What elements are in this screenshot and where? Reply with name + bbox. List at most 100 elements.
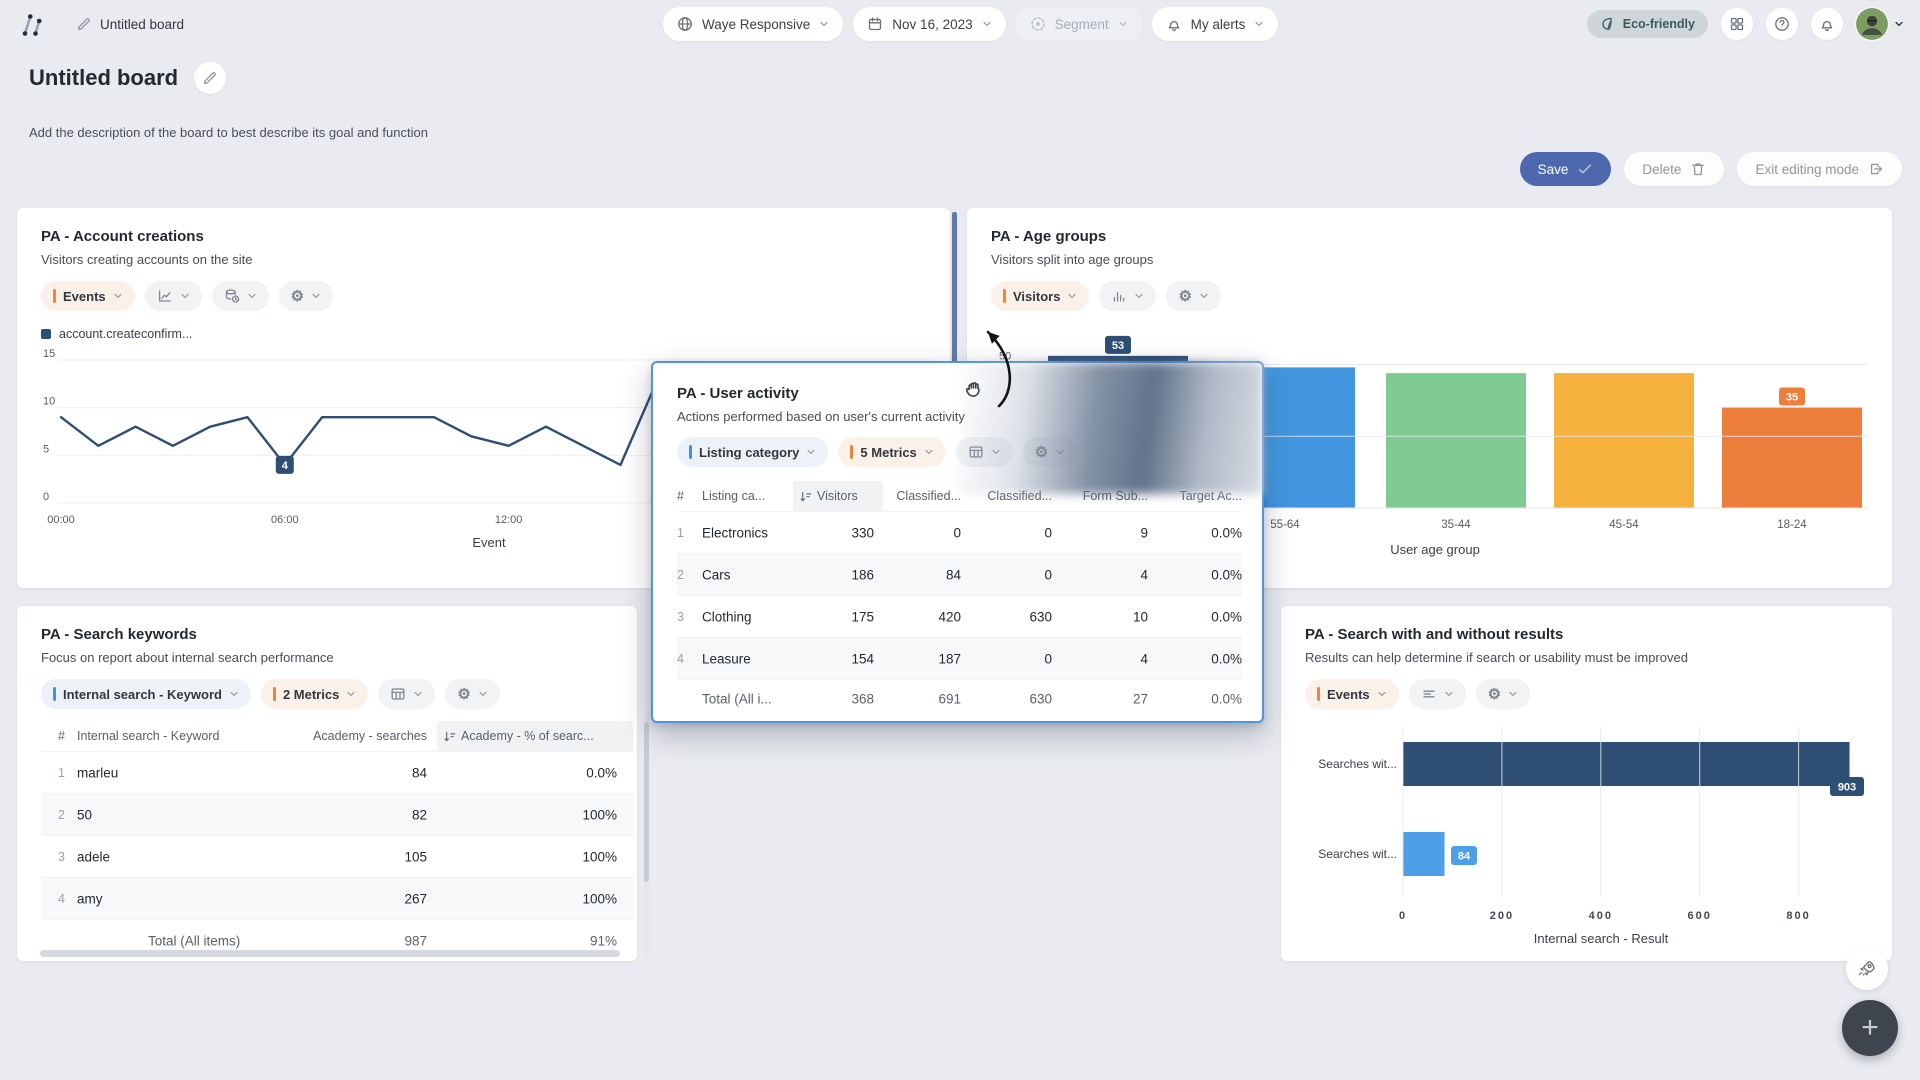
column-header[interactable]: Academy - % of searc... xyxy=(443,729,594,743)
gear-icon: ⚙ xyxy=(290,287,305,305)
svg-text:0: 0 xyxy=(43,491,49,503)
notifications-button[interactable] xyxy=(1811,8,1843,40)
column-header[interactable]: # xyxy=(677,489,684,503)
table-row[interactable]: 2 Cars 186 84 0 4 0.0% xyxy=(677,553,1242,595)
chip-gear[interactable]: ⚙ xyxy=(1475,679,1531,709)
top-navbar: Untitled board Waye Responsive Nov 16, 2… xyxy=(0,0,1920,48)
chip-listing-category[interactable]: Listing category xyxy=(677,437,829,467)
search-results-hbar-chart[interactable]: 0 200 400 600 800 Searches wit... Searches wit… xyxy=(1305,727,1868,952)
chevron-down-icon xyxy=(413,689,423,699)
widget-toolbar: Listing category 5 Metrics ⚙ xyxy=(677,437,1238,467)
chevron-down-icon xyxy=(924,447,934,457)
chip-table[interactable] xyxy=(378,679,436,709)
table-row[interactable]: 4 Leasure 154 187 0 4 0.0% xyxy=(677,637,1242,679)
chip-internal-search-keyword[interactable]: Internal search - Keyword xyxy=(41,679,251,709)
table-cell: 2 xyxy=(58,807,65,822)
notifications-bell-icon xyxy=(1819,16,1835,32)
widget-title: PA - Search keywords xyxy=(41,626,197,643)
column-header[interactable]: Classified... xyxy=(896,489,961,503)
exit-editing-button[interactable]: Exit editing mode xyxy=(1737,152,1902,186)
delete-button[interactable]: Delete xyxy=(1624,152,1725,186)
table-cell: 9 xyxy=(1140,525,1148,540)
horizontal-scrollbar[interactable] xyxy=(40,950,620,957)
svg-text:200: 200 xyxy=(1490,910,1514,922)
save-button[interactable]: Save xyxy=(1519,152,1612,186)
table-cell: 0.0% xyxy=(1211,567,1242,582)
column-header[interactable]: Visitors xyxy=(799,489,858,503)
widget-user-activity-dragged[interactable]: PA - User activity Actions performed bas… xyxy=(651,361,1264,723)
table-row[interactable]: 1 marleu 84 0.0% xyxy=(41,751,633,793)
widget-title: PA - Search with and without results xyxy=(1305,626,1564,643)
total-label: Total (All i... xyxy=(702,691,772,706)
widget-toolbar: Internal search - Keyword 2 Metrics ⚙ xyxy=(41,679,613,709)
column-header[interactable]: Academy - searches xyxy=(313,729,427,743)
chip-data-history[interactable] xyxy=(211,281,269,311)
chip-2-metrics[interactable]: 2 Metrics xyxy=(260,679,369,709)
svg-text:Event: Event xyxy=(472,535,506,550)
assistant-button[interactable] xyxy=(1846,948,1888,990)
gear-icon: ⚙ xyxy=(1034,443,1049,461)
search-keywords-table: # Internal search - Keyword Academy - sear… xyxy=(41,721,633,961)
svg-text:35: 35 xyxy=(1786,392,1798,404)
user-menu[interactable] xyxy=(1856,8,1904,40)
chip-table[interactable] xyxy=(955,437,1013,467)
column-header[interactable]: # xyxy=(58,729,65,743)
table-cell: 82 xyxy=(411,807,427,822)
table-cell: 330 xyxy=(851,525,874,540)
account-creations-line-chart[interactable]: 0 5 10 15 00:00 06:00 12:00 Event 4 xyxy=(41,345,931,555)
app-logo-icon xyxy=(16,9,46,39)
widget-subtitle: Actions performed based on user's curren… xyxy=(677,409,965,424)
chevron-down-icon xyxy=(247,291,257,301)
date-picker[interactable]: Nov 16, 2023 xyxy=(853,7,1006,41)
chip-5-metrics[interactable]: 5 Metrics xyxy=(838,437,946,467)
chart-legend[interactable]: account.createconfirm... xyxy=(41,327,926,341)
column-header[interactable]: Listing ca... xyxy=(702,489,766,503)
chevron-down-icon xyxy=(1134,291,1144,301)
table-cell: 420 xyxy=(938,609,961,624)
edit-title-button[interactable] xyxy=(194,62,227,94)
apps-grid-button[interactable] xyxy=(1721,8,1753,40)
board-description[interactable]: Add the description of the board to best… xyxy=(29,125,428,140)
svg-text:84: 84 xyxy=(1458,851,1471,863)
help-button[interactable] xyxy=(1766,8,1798,40)
column-header[interactable]: Form Sub... xyxy=(1082,489,1148,503)
column-header[interactable]: Classified... xyxy=(987,489,1052,503)
alerts-picker[interactable]: My alerts xyxy=(1151,7,1279,41)
calendar-icon xyxy=(867,16,883,32)
chip-gear[interactable]: ⚙ xyxy=(278,281,334,311)
chip-line-chart[interactable] xyxy=(144,281,202,311)
chip-gear[interactable]: ⚙ xyxy=(1166,281,1221,311)
segment-picker[interactable]: Segment xyxy=(1015,7,1142,41)
column-header[interactable]: Target Ac... xyxy=(1179,489,1242,503)
chip-bar-chart[interactable] xyxy=(1099,281,1157,311)
navbar-center: Waye Responsive Nov 16, 2023 Segment My … xyxy=(663,7,1279,41)
chip-gear[interactable]: ⚙ xyxy=(1022,437,1078,467)
chip-h-bars[interactable] xyxy=(1408,679,1466,709)
widget-title: PA - Account creations xyxy=(41,228,204,245)
svg-text:Internal search - Result: Internal search - Result xyxy=(1534,931,1669,946)
table-row[interactable]: 4 amy 267 100% xyxy=(41,877,633,919)
table-cell: 4 xyxy=(58,891,65,906)
add-widget-button[interactable]: + xyxy=(1842,1000,1898,1056)
edit-board-name-icon[interactable] xyxy=(76,16,92,32)
table-cell: 4 xyxy=(677,651,684,666)
chevron-down-icon xyxy=(1067,291,1077,301)
vertical-scrollbar-thumb[interactable] xyxy=(644,722,649,882)
column-header[interactable]: Internal search - Keyword xyxy=(77,729,220,743)
chip-gear[interactable]: ⚙ xyxy=(445,679,500,709)
chip-accent-bar xyxy=(272,687,276,701)
table-row[interactable]: 3 adele 105 100% xyxy=(41,835,633,877)
table-row[interactable]: 1 Electronics 330 0 0 9 0.0% xyxy=(677,511,1242,553)
table-icon xyxy=(390,686,406,702)
table-cell: 987 xyxy=(404,933,427,948)
chip-events[interactable]: Events xyxy=(41,281,135,311)
total-label: Total (All items) xyxy=(148,933,241,948)
table-total-row: Total (All items) 987 91% xyxy=(41,919,633,961)
help-icon xyxy=(1774,16,1790,32)
chip-events[interactable]: Events xyxy=(1305,679,1399,709)
chevron-down-icon xyxy=(1894,19,1904,29)
chip-visitors[interactable]: Visitors xyxy=(991,281,1090,311)
table-row[interactable]: 3 Clothing 175 420 630 10 0.0% xyxy=(677,595,1242,637)
website-picker[interactable]: Waye Responsive xyxy=(663,7,844,41)
table-row[interactable]: 2 50 82 100% xyxy=(41,793,633,835)
